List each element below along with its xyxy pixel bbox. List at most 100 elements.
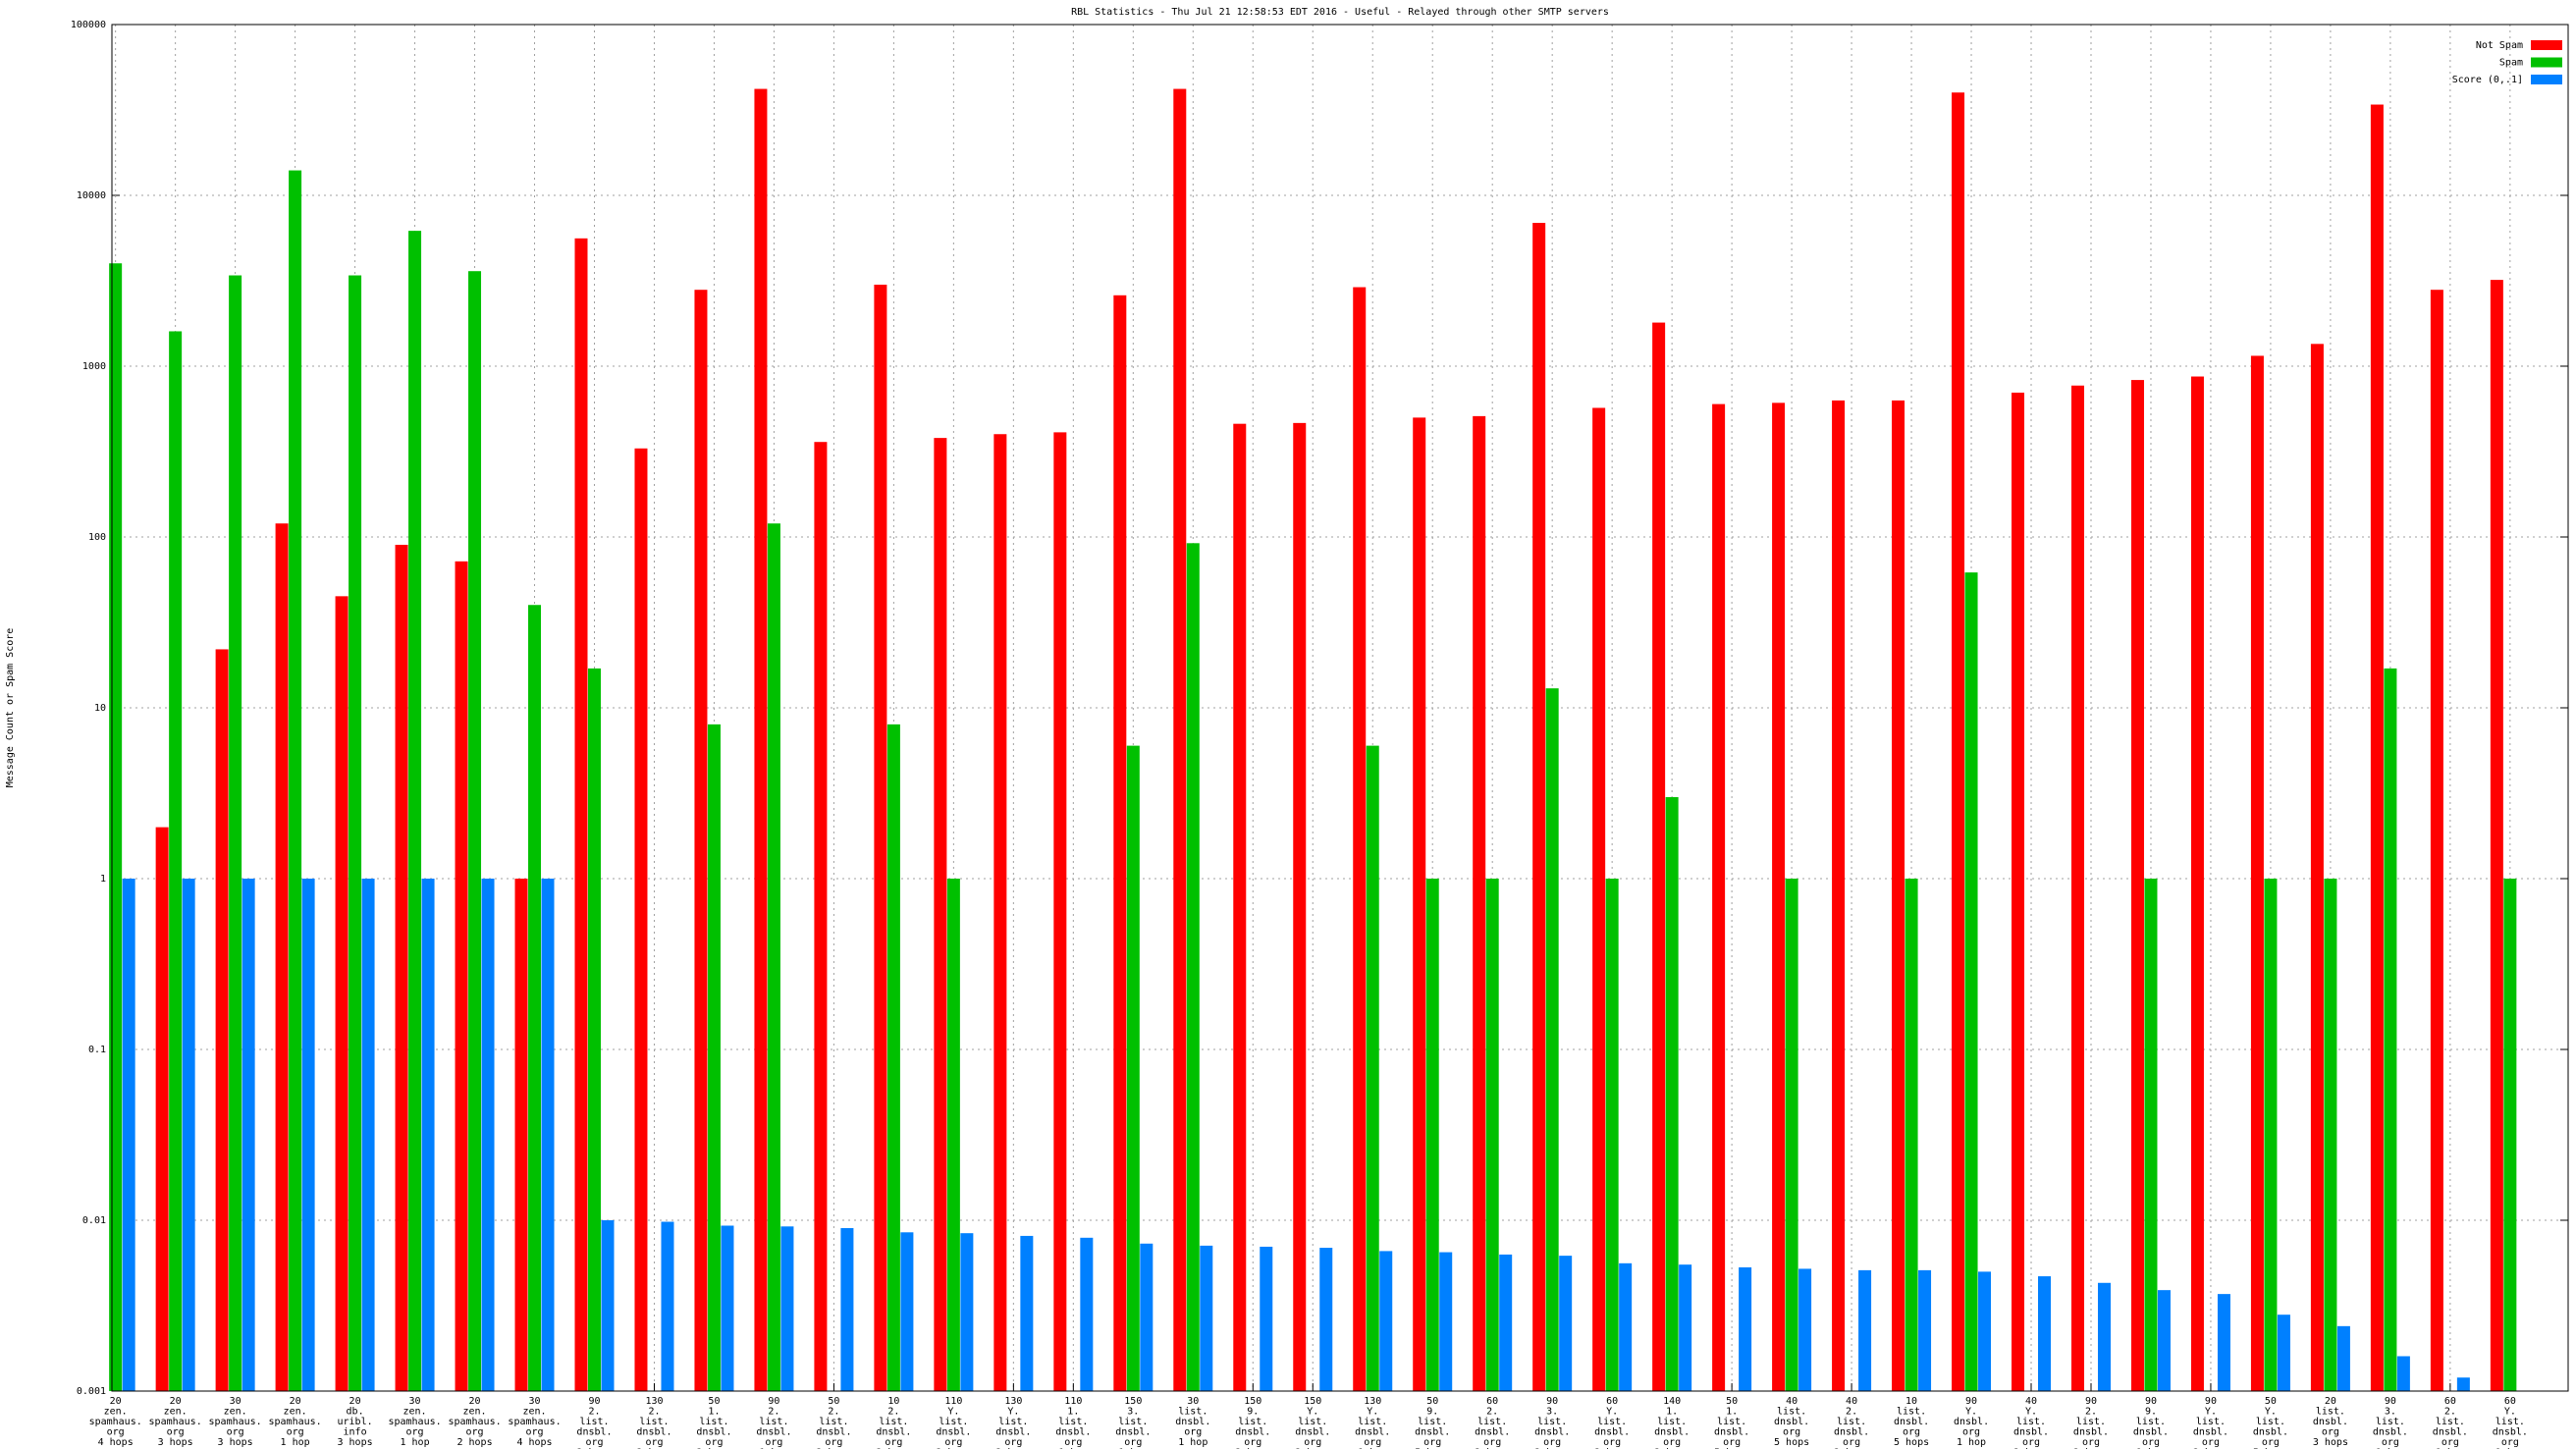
x-tick-label: org [885, 1437, 902, 1448]
x-tick-label: dnsbl. [2073, 1427, 2109, 1438]
x-tick-label: list. [2196, 1417, 2226, 1427]
x-tick-label: 90 [1965, 1396, 1977, 1407]
bar [1905, 879, 1918, 1391]
bar [301, 879, 315, 1391]
x-tick-label: 3. [1127, 1407, 1139, 1418]
y-tick-label: 10000 [77, 190, 106, 201]
x-tick-label: org [1004, 1437, 1022, 1448]
x-tick-label: 2 hops [816, 1448, 851, 1449]
x-tick-label: Y. [1007, 1407, 1019, 1418]
x-tick-label: 1 hop [1957, 1437, 1986, 1448]
x-tick-label: 5 hops [1714, 1448, 1749, 1449]
x-tick-label: org [1423, 1437, 1441, 1448]
x-tick-label: zen. [224, 1407, 247, 1418]
bar [1473, 415, 1486, 1391]
bar [229, 275, 242, 1391]
x-tick-label: 130 [1004, 1396, 1022, 1407]
x-tick-label: 90 [2085, 1396, 2097, 1407]
bar [754, 88, 768, 1391]
legend-swatch [2531, 57, 2562, 68]
bar [2217, 1294, 2230, 1391]
x-tick-label: 90 [2145, 1396, 2157, 1407]
x-tick-label: org [645, 1437, 663, 1448]
bar [455, 561, 468, 1391]
bar [242, 879, 255, 1391]
x-tick-label: dnsbl. [1594, 1427, 1630, 1438]
x-tick-label: 2. [1846, 1407, 1857, 1418]
bar [707, 724, 721, 1391]
bar [2396, 1356, 2410, 1391]
x-tick-label: 1. [1067, 1407, 1079, 1418]
legend-label: Not Spam [2476, 40, 2523, 51]
x-tick-label: org [825, 1437, 842, 1448]
x-tick-label: 1 hop [1178, 1437, 1208, 1448]
x-tick-label: 30 [409, 1396, 421, 1407]
x-tick-label: list. [2076, 1417, 2106, 1427]
bar [215, 649, 229, 1391]
bar [946, 879, 960, 1391]
bar [1532, 223, 1546, 1391]
x-tick-label: 150 [1304, 1396, 1321, 1407]
bar [1353, 287, 1367, 1392]
x-tick-label: org [227, 1427, 244, 1438]
x-tick-label: 1 hop [1118, 1448, 1148, 1449]
x-tick-label: 3. [2385, 1407, 2396, 1418]
x-tick-label: 2. [588, 1407, 600, 1418]
x-tick-label: 3 hops [2073, 1448, 2109, 1449]
x-tick-label: dnsbl. [1714, 1427, 1749, 1438]
x-tick-label: 2 hops [1594, 1448, 1630, 1449]
bar [601, 1220, 615, 1391]
legend-swatch [2531, 40, 2562, 50]
bar [1425, 879, 1439, 1391]
x-tick-label: org [1184, 1427, 1202, 1438]
x-tick-label: 2 hops [576, 1448, 612, 1449]
x-tick-label: dnsbl. [1774, 1417, 1809, 1427]
bar [2038, 1276, 2052, 1391]
x-tick-label: dnsbl. [1415, 1427, 1450, 1438]
x-tick-label: 10 [1905, 1396, 1917, 1407]
x-tick-label: org [1663, 1437, 1681, 1448]
bar [1293, 422, 1307, 1392]
x-tick-label: org [287, 1427, 304, 1438]
x-tick-label: org [167, 1427, 185, 1438]
chart-title: RBL Statistics - Thu Jul 21 12:58:53 EDT… [1071, 7, 1609, 18]
bar [2490, 280, 2503, 1392]
x-tick-label: 2 hops [2013, 1448, 2049, 1449]
bar [1605, 879, 1619, 1391]
bar [182, 879, 195, 1391]
bar [2144, 879, 2158, 1391]
x-tick-label: zen. [164, 1407, 188, 1418]
y-tick-label: 10 [94, 703, 106, 714]
x-tick-label: org [2022, 1437, 2040, 1448]
x-tick-label: spamhaus. [209, 1417, 262, 1427]
x-tick-label: list. [1777, 1407, 1806, 1418]
bar [1619, 1262, 1633, 1391]
bar [1592, 407, 1606, 1391]
x-tick-label: dnsbl. [1954, 1417, 1989, 1427]
bar [481, 879, 495, 1391]
bar [1260, 1246, 1273, 1391]
x-tick-label: zen. [462, 1407, 486, 1418]
x-tick-label: 9. [1247, 1407, 1259, 1418]
bar [349, 275, 362, 1391]
x-tick-label: dnsbl. [2253, 1427, 2288, 1438]
x-tick-label: Y. [2504, 1407, 2516, 1418]
y-tick-label: 1 [100, 874, 106, 885]
x-tick-label: Y. [2205, 1407, 2217, 1418]
x-tick-label: Y. [2265, 1407, 2277, 1418]
bar [721, 1225, 734, 1391]
x-tick-label: uribl. [338, 1417, 373, 1427]
bar [814, 442, 828, 1391]
x-tick-label: 1 hop [401, 1437, 430, 1448]
x-tick-label: dnsbl. [1475, 1427, 1510, 1438]
x-tick-label: db. [347, 1407, 364, 1418]
bar [1798, 1268, 1812, 1391]
x-tick-label: 2. [828, 1407, 839, 1418]
bar [169, 331, 183, 1391]
x-tick-label: 2. [768, 1407, 779, 1418]
x-tick-label: 5 hops [1415, 1448, 1450, 1449]
bar [2503, 879, 2517, 1391]
bar [1233, 423, 1247, 1391]
x-tick-label: dnsbl. [1235, 1427, 1270, 1438]
